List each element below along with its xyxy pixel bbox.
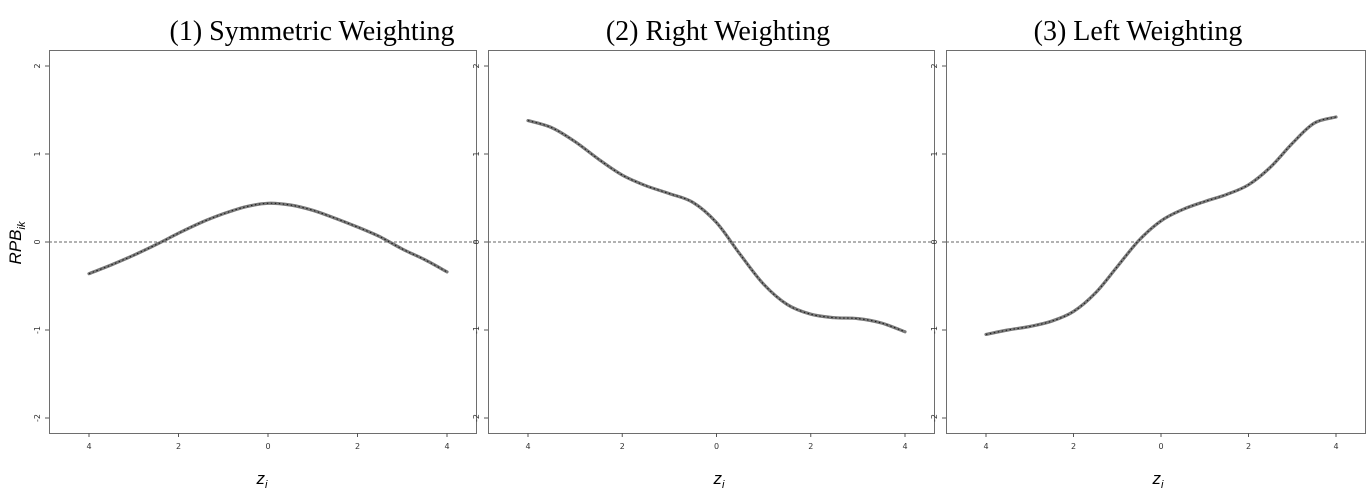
x-tick-label: 4	[902, 442, 907, 451]
y-tick-label: -1	[33, 326, 42, 334]
y-tick-label: 2	[930, 63, 939, 68]
x-tick-label: 2	[176, 442, 181, 451]
x-tick-label: 2	[1246, 442, 1251, 451]
series-curve-markers-1	[527, 120, 906, 333]
x-tick-label: 4	[86, 442, 91, 451]
y-tick-label: 0	[33, 239, 42, 244]
series-curve-1	[87, 201, 449, 276]
x-axis-label: zi	[1152, 469, 1165, 491]
series-curve-1	[984, 115, 1338, 336]
y-tick-label: -2	[472, 414, 481, 422]
series-curve-markers-1	[88, 202, 448, 275]
y-tick-label: -1	[930, 326, 939, 334]
y-tick-label: -2	[33, 414, 42, 422]
y-tick-label: 2	[472, 63, 481, 68]
y-tick-label: 1	[930, 151, 939, 156]
x-axis-label: zi	[256, 469, 269, 491]
chart-panel-2: (2) Right Weighting -2 -1 0 1 2 4 2 0 2 4 zi	[472, 16, 935, 491]
x-tick-label: 4	[1333, 442, 1338, 451]
x-tick-label: 2	[355, 442, 360, 451]
plot-frame	[49, 50, 477, 434]
x-tick-label: 2	[620, 442, 625, 451]
y-tick-label: 1	[33, 151, 42, 156]
x-tick-label: 0	[265, 442, 270, 451]
chart-panel-3: (3) Left Weighting -2 -1 0 1 2 4 2 0 2 4 zi	[930, 16, 1366, 491]
x-tick-label: 2	[1071, 442, 1076, 451]
panel-title: (1) Symmetric Weighting	[170, 16, 455, 47]
x-tick-label: 0	[1158, 442, 1163, 451]
x-tick-label: 0	[714, 442, 719, 451]
x-tick-label: 4	[444, 442, 449, 451]
x-axis-label: zi	[713, 469, 726, 491]
chart-panel-1: (1) Symmetric Weighting -2 -1 0 1 2 4 2 0 2 4 zi RPB…	[6, 16, 477, 491]
series-curve-markers-1	[985, 116, 1337, 335]
y-tick-label: 0	[930, 239, 939, 244]
x-tick-label: 4	[983, 442, 988, 451]
y-tick-label: -2	[930, 414, 939, 422]
y-tick-label: 1	[472, 151, 481, 156]
series-curve-1	[526, 119, 907, 334]
x-tick-label: 2	[808, 442, 813, 451]
y-axis-label: RPBik	[6, 221, 28, 264]
y-tick-label: 0	[472, 239, 481, 244]
x-tick-label: 4	[525, 442, 530, 451]
y-tick-label: 2	[33, 63, 42, 68]
panel-title: (3) Left Weighting	[1034, 16, 1243, 47]
y-tick-label: -1	[472, 326, 481, 334]
panel-title: (2) Right Weighting	[606, 16, 830, 47]
